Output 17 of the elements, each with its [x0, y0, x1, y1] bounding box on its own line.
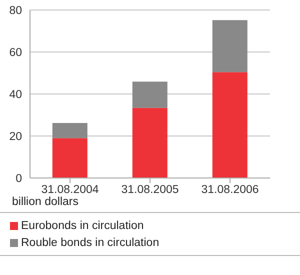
y-tick-label: 40 — [9, 89, 22, 102]
x-tick-label: 31.08.2004 — [41, 184, 100, 196]
bar — [132, 82, 168, 108]
y-axis-title: billion dollars — [11, 196, 80, 208]
y-tick-label: 80 — [9, 5, 22, 18]
bar — [212, 72, 248, 178]
x-tick-label: 31.08.2006 — [201, 184, 259, 196]
y-tick-label: 0 — [16, 173, 22, 186]
bar — [132, 108, 168, 178]
bar — [52, 122, 88, 138]
bar — [52, 138, 88, 178]
y-tick-label: 60 — [9, 47, 22, 60]
legend-label: Rouble bonds in circulation — [21, 236, 160, 248]
x-tick-label: 31.08.2005 — [121, 184, 179, 196]
y-tick-label: 20 — [9, 131, 22, 144]
bar — [212, 20, 248, 72]
legend-label: Eurobonds in circulation — [21, 220, 144, 232]
